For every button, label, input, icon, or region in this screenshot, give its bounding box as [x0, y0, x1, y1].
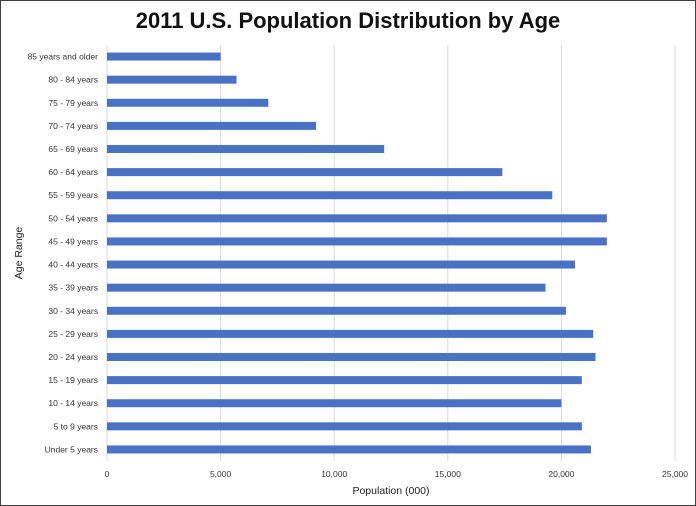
y-tick-label: Under 5 years [45, 444, 98, 454]
y-tick-label: 65 - 69 years [48, 144, 98, 154]
bar [107, 52, 221, 61]
bar [107, 121, 317, 130]
y-tick-label: 75 - 79 years [48, 98, 98, 108]
y-axis-label: Age Range [13, 227, 25, 280]
y-tick-label: 40 - 44 years [48, 260, 98, 270]
y-tick-label: 35 - 39 years [48, 283, 98, 293]
bar [107, 237, 607, 246]
bar [107, 329, 594, 338]
x-tick-label: 0 [105, 469, 110, 479]
bar [107, 145, 385, 153]
y-tick-label: 30 - 34 years [48, 306, 98, 316]
y-tick-label: 85 years and older [28, 52, 99, 62]
y-tick-label: 55 - 59 years [48, 190, 98, 200]
x-tick-label: 10,000 [321, 469, 347, 479]
y-tick-label: 70 - 74 years [48, 121, 98, 131]
x-tick-label: 20,000 [548, 469, 574, 479]
x-tick-label: 5,000 [210, 469, 232, 479]
x-tick-label: 15,000 [435, 469, 461, 479]
chart-title: 2011 U.S. Population Distribution by Age [135, 8, 561, 33]
y-tick-label: 10 - 14 years [48, 398, 98, 408]
bar [107, 376, 582, 385]
bar [107, 306, 566, 315]
y-tick-label: 60 - 64 years [48, 167, 98, 177]
y-tick-label: 15 - 19 years [48, 375, 98, 385]
bar [107, 445, 591, 454]
bar [107, 422, 582, 431]
bar [107, 98, 269, 107]
bar [107, 168, 503, 177]
bar [107, 283, 546, 292]
y-tick-label: 20 - 24 years [48, 352, 98, 362]
y-tick-label: 45 - 49 years [48, 236, 98, 246]
gridlines [106, 45, 676, 461]
y-tick-label: 50 - 54 years [48, 213, 98, 223]
y-tick-labels: 85 years and older 80 - 84 years 75 - 79 y… [28, 52, 99, 455]
y-tick-label: 25 - 29 years [48, 329, 98, 339]
bar [107, 214, 607, 223]
bar [107, 353, 596, 361]
x-tick-labels: 0 5,000 10,000 15,000 20,000 25,000 [105, 469, 689, 479]
x-tick-label: 25,000 [662, 469, 688, 479]
bar [107, 399, 562, 408]
y-tick-label: 80 - 84 years [48, 75, 98, 85]
bar [107, 75, 237, 84]
y-tick-label: 5 to 9 years [54, 421, 98, 431]
bar [107, 191, 553, 200]
bar [107, 260, 576, 269]
x-axis-label: Population (000) [352, 485, 429, 497]
bars [107, 52, 607, 454]
